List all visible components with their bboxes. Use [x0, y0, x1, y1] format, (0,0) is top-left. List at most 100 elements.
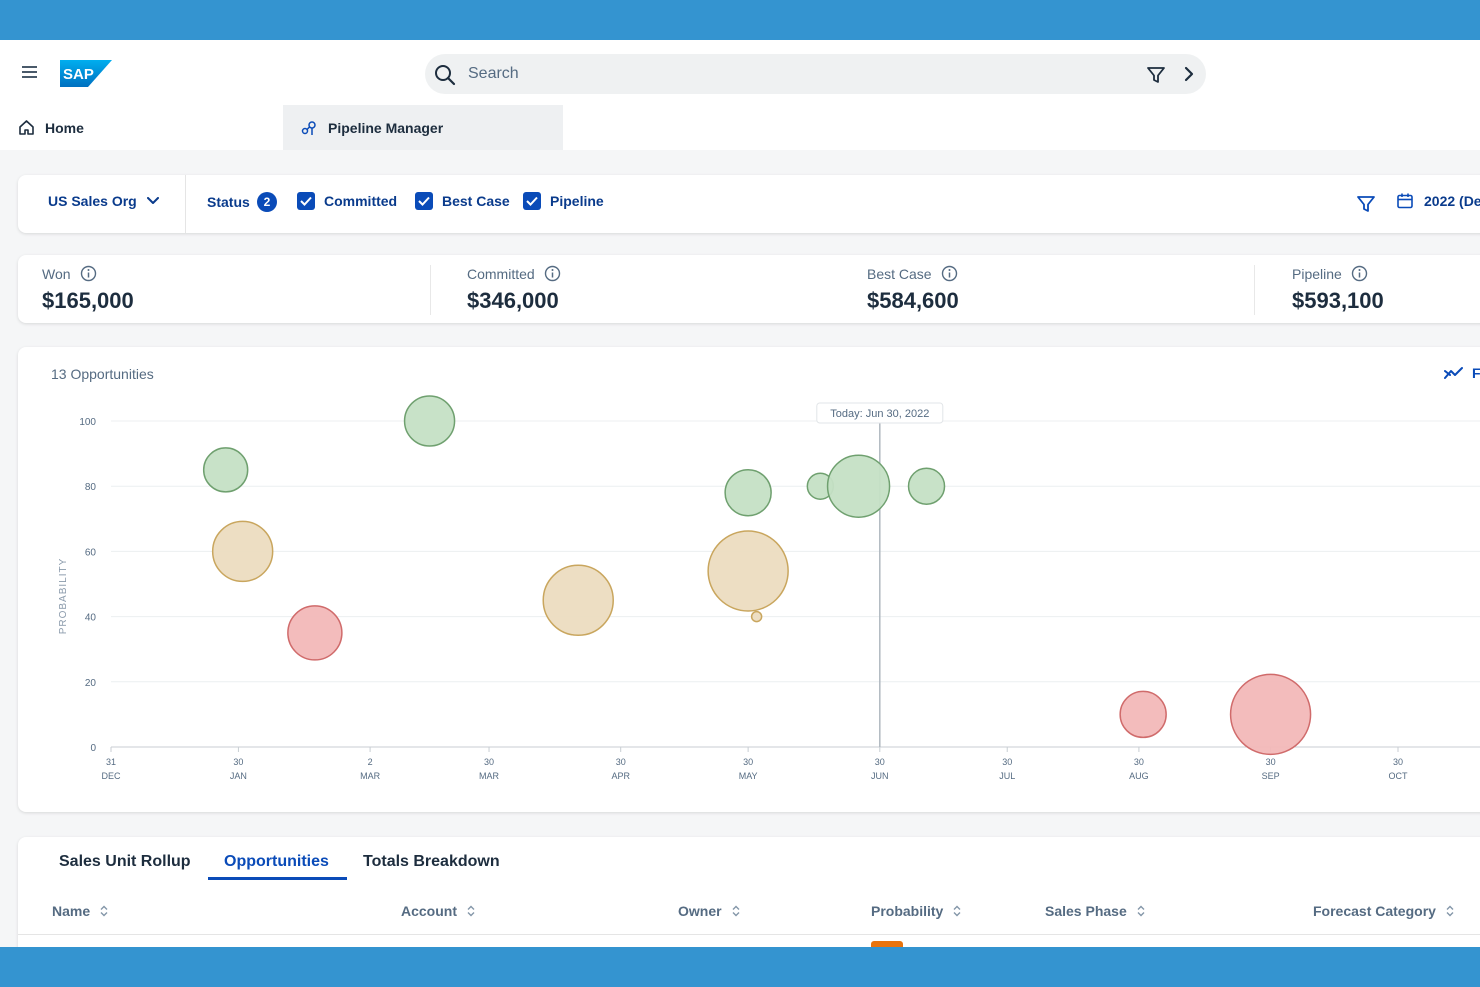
sales-org-label: US Sales Org	[48, 193, 137, 209]
today-label-box	[816, 402, 944, 424]
opportunity-bubble	[1229, 673, 1312, 756]
column-header-label: Owner	[678, 903, 722, 919]
x-tick-day: 31	[106, 757, 116, 767]
opportunity-bubble	[403, 395, 456, 447]
opportunity-chart-card: 0 20 40 60 80 100 PROBABILITY 31 DEC 30 JAN 2 MAR 30 M…	[18, 347, 1480, 812]
search-input[interactable]: Search	[468, 65, 519, 82]
x-tick-month: JUL	[999, 771, 1015, 781]
sap-logo[interactable]: SAP	[60, 60, 112, 87]
checkbox-best-case-label: Best Case	[442, 193, 510, 209]
info-icon[interactable]	[941, 265, 958, 282]
opportunity-bubble	[826, 454, 891, 518]
kpi-best-case-value: $584,600	[867, 288, 959, 313]
y-tick-label: 80	[85, 482, 97, 493]
bubble-chart: 0 20 40 60 80 100 PROBABILITY 31 DEC 30 JAN 2 MAR 30 M…	[58, 395, 1480, 781]
filter-divider	[185, 175, 186, 233]
info-icon[interactable]	[544, 265, 561, 282]
checkbox-best-case-box[interactable]	[415, 192, 433, 210]
kpi-best-case: Best Case $584,600	[867, 265, 959, 314]
opportunity-bubble	[202, 447, 249, 493]
sort-icon[interactable]	[467, 905, 475, 917]
check-icon	[526, 196, 538, 206]
check-icon	[418, 196, 430, 206]
y-tick-label: 20	[85, 678, 97, 689]
column-header-label: Account	[401, 903, 457, 919]
kpi-won-label: Won	[42, 265, 71, 282]
chart-view-toggle[interactable]: F	[1444, 365, 1480, 381]
search-bar[interactable]: Search	[425, 54, 1206, 94]
x-tick-month: APR	[611, 771, 630, 781]
x-tick-month: JAN	[230, 771, 247, 781]
checkbox-pipeline-box[interactable]	[523, 192, 541, 210]
opportunity-bubble	[542, 564, 614, 637]
sort-icon[interactable]	[1137, 905, 1145, 917]
pipeline-icon	[301, 120, 316, 135]
x-tick-month: OCT	[1389, 771, 1409, 781]
opportunity-bubble	[724, 468, 772, 517]
tab-totals-breakdown[interactable]: Totals Breakdown	[363, 853, 500, 870]
sales-org-select[interactable]: US Sales Org	[48, 193, 159, 209]
chevron-right-icon[interactable]	[1179, 64, 1199, 84]
column-header-label: Probability	[871, 903, 944, 919]
checkbox-committed[interactable]: Committed	[297, 192, 397, 210]
kpi-divider	[430, 265, 431, 315]
y-tick-label: 40	[85, 613, 97, 624]
x-tick-month: JUN	[871, 771, 889, 781]
tab-pipeline-manager[interactable]: Pipeline Manager	[283, 105, 563, 150]
search-filter-icon[interactable]	[1145, 64, 1167, 86]
opportunity-bubble	[707, 530, 789, 612]
x-tick-month: MAR	[360, 771, 381, 781]
x-tick-month: SEP	[1262, 771, 1280, 781]
x-tick-day: 30	[743, 757, 753, 767]
hamburger-menu-icon[interactable]	[22, 64, 42, 82]
x-tick-day: 30	[233, 757, 243, 767]
tab-pipeline-manager-label: Pipeline Manager	[328, 119, 444, 136]
app-window: SAP Search Home	[0, 40, 1480, 947]
checkbox-best-case[interactable]: Best Case	[415, 192, 510, 210]
x-tick-day: 30	[1002, 757, 1012, 767]
kpi-pipeline-label: Pipeline	[1292, 265, 1342, 282]
kpi-divider	[1254, 265, 1255, 315]
tab-opportunities[interactable]: Opportunities	[224, 853, 329, 870]
opportunity-bubble	[287, 605, 343, 661]
checkbox-pipeline[interactable]: Pipeline	[523, 192, 604, 210]
checkbox-committed-box[interactable]	[297, 192, 315, 210]
info-icon[interactable]	[1351, 265, 1368, 282]
opportunity-bubble	[750, 610, 763, 623]
home-icon	[19, 120, 34, 135]
date-range-picker[interactable]: 2022 (De	[1396, 192, 1480, 210]
sort-icon[interactable]	[732, 905, 740, 917]
column-header-label: Forecast Category	[1313, 903, 1436, 919]
column-header-name[interactable]: Name	[52, 903, 108, 919]
x-tick-day: 30	[484, 757, 494, 767]
sort-icon[interactable]	[100, 905, 108, 917]
kpi-committed-value: $346,000	[467, 288, 559, 313]
tab-home[interactable]: Home	[0, 105, 283, 150]
checkbox-committed-label: Committed	[324, 193, 398, 209]
x-tick-day: 30	[1134, 757, 1144, 767]
opportunity-bubble	[907, 467, 946, 505]
column-header-forecast-category[interactable]: Forecast Category	[1313, 903, 1454, 919]
kpi-best-case-label: Best Case	[867, 265, 932, 282]
column-header-sales-phase[interactable]: Sales Phase	[1045, 903, 1145, 919]
x-tick-month: DEC	[101, 771, 121, 781]
check-icon	[300, 196, 312, 206]
info-icon[interactable]	[80, 265, 97, 282]
calendar-icon	[1397, 193, 1413, 209]
column-header-label: Sales Phase	[1045, 903, 1127, 919]
date-range-label: 2022 (De	[1424, 193, 1480, 209]
sort-icon[interactable]	[953, 905, 961, 917]
search-icon[interactable]	[433, 63, 457, 87]
active-tab-indicator	[208, 877, 347, 880]
x-tick-month: MAR	[479, 771, 500, 781]
filter-icon[interactable]	[1355, 193, 1377, 215]
status-label: Status	[207, 194, 250, 210]
column-header-probability[interactable]: Probability	[871, 903, 961, 919]
table-header-divider	[18, 934, 1480, 935]
tab-sales-unit-rollup[interactable]: Sales Unit Rollup	[59, 853, 191, 870]
checkbox-pipeline-label: Pipeline	[550, 193, 604, 209]
column-header-owner[interactable]: Owner	[678, 903, 740, 919]
x-tick-month: AUG	[1129, 771, 1149, 781]
sort-icon[interactable]	[1446, 905, 1454, 917]
column-header-account[interactable]: Account	[401, 903, 475, 919]
